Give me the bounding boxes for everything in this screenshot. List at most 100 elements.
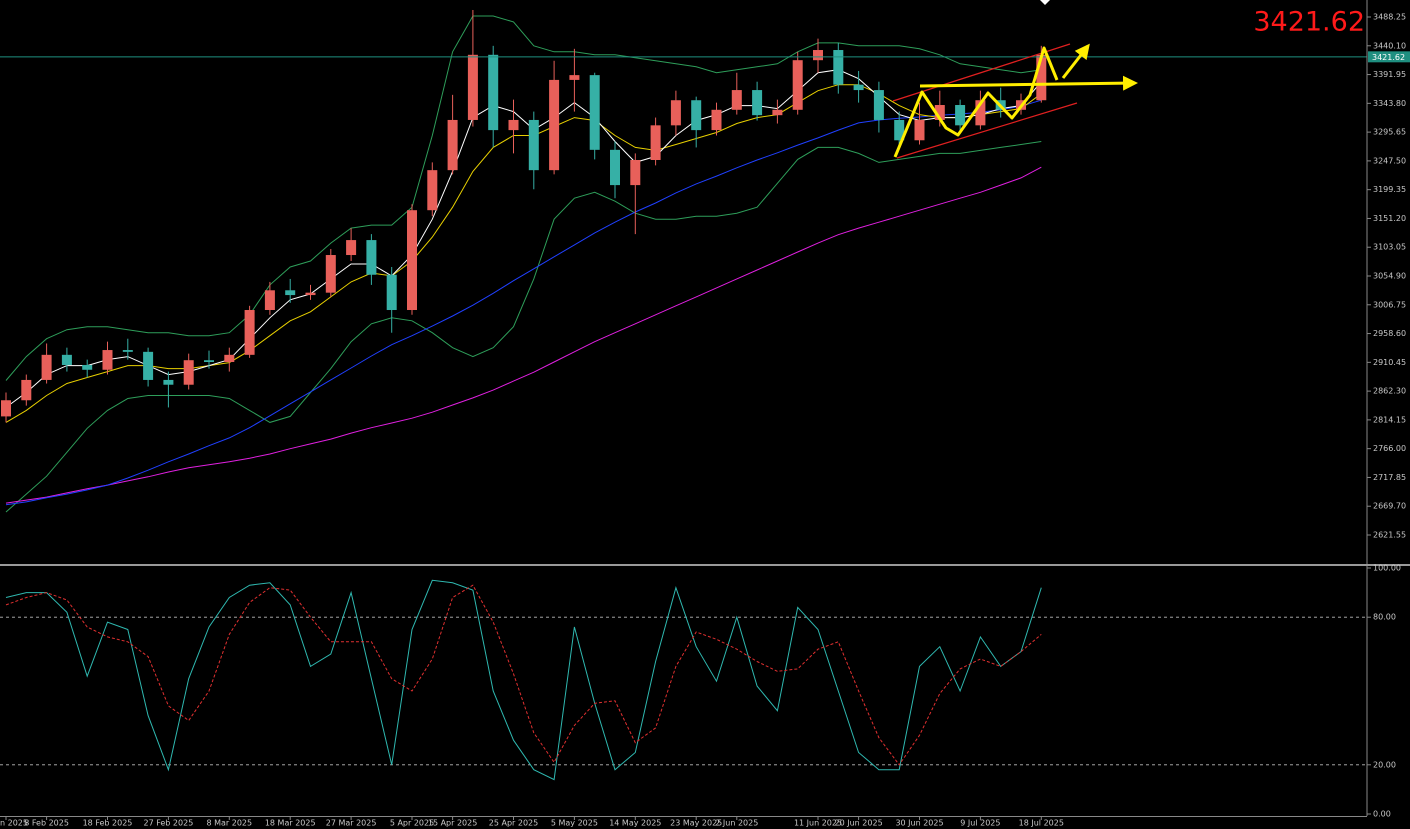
y-tick-label: 80.00: [1373, 613, 1396, 622]
candle-body: [325, 255, 336, 293]
candle-body: [143, 351, 154, 380]
y-tick-label: 100.00: [1373, 564, 1401, 573]
x-tick-label: 8 Mar 2025: [206, 819, 252, 828]
candle-body: [914, 119, 925, 141]
y-tick-label: 20.00: [1373, 760, 1396, 769]
y-tick-label: 3151.20: [1373, 214, 1406, 223]
x-tick-label: 25 Apr 2025: [489, 819, 538, 828]
x-tick-label: 15 Apr 2025: [428, 819, 477, 828]
x-tick-label: 2 Jun 2025: [715, 819, 758, 828]
y-tick-label: 2669.70: [1373, 502, 1406, 511]
candle-body: [630, 159, 641, 186]
y-tick-label: 2958.60: [1373, 329, 1406, 338]
candle-body: [589, 75, 600, 150]
x-tick-label: 23 May 2025: [670, 819, 722, 828]
candle-body: [305, 292, 316, 296]
candle-body: [61, 354, 72, 365]
last-price-box: [1368, 51, 1410, 63]
candle-body: [82, 364, 93, 370]
y-tick-label: 2717.85: [1373, 473, 1406, 482]
x-tick-label: 9 Jul 2025: [960, 819, 1000, 828]
candle-body: [1036, 54, 1047, 101]
y-tick-label: 3054.90: [1373, 272, 1406, 281]
y-tick-label: 3295.65: [1373, 128, 1406, 137]
candle-body: [21, 379, 32, 401]
candle-body: [508, 119, 519, 131]
y-tick-label: 2766.00: [1373, 444, 1406, 453]
x-tick-label: 20 Jun 2025: [835, 819, 883, 828]
candle-body: [569, 75, 580, 80]
candle-body: [41, 354, 52, 380]
indicator-line: [5, 69, 1042, 408]
x-tick-label: 5 May 2025: [551, 819, 598, 828]
candle-body: [731, 90, 742, 110]
y-tick-label: 3247.50: [1373, 156, 1406, 165]
candle-body: [346, 240, 357, 256]
x-tick-label: 18 Jul 2025: [1019, 819, 1064, 828]
candle-body: [833, 50, 844, 85]
candle-body: [244, 310, 255, 355]
candle-body: [183, 360, 194, 385]
candle-body: [224, 354, 235, 363]
indicator-line: [5, 166, 1042, 504]
indicator-line: [5, 579, 1042, 781]
y-tick-label: 3391.95: [1373, 70, 1406, 79]
candle-body: [102, 350, 113, 370]
marker-diamond: [1040, 0, 1050, 5]
candle-body: [528, 119, 539, 171]
candle-body: [670, 100, 681, 126]
x-tick-label: 27 Mar 2025: [326, 819, 377, 828]
candle-body: [610, 149, 620, 186]
candle-body: [853, 84, 864, 91]
indicator-line: [5, 99, 1042, 506]
y-tick-label: 2862.30: [1373, 387, 1406, 396]
y-tick-label: 2910.45: [1373, 358, 1406, 367]
candle-body: [934, 105, 945, 120]
candle-body: [894, 119, 905, 141]
candle-body: [772, 109, 783, 116]
candle-body: [264, 290, 275, 311]
candle-body: [407, 210, 417, 311]
candle-body: [427, 170, 438, 211]
x-tick-label: 11 Jun 2025: [794, 819, 842, 828]
channel-lower: [896, 102, 1078, 159]
indicator-line: [5, 84, 1042, 423]
candle-body: [792, 60, 803, 110]
y-tick-label: 3440.10: [1373, 41, 1406, 50]
x-tick-label: n 2025: [0, 819, 28, 828]
annotations: [892, 0, 1138, 159]
candle-body: [366, 240, 377, 275]
x-tick-label: 8 Feb 2025: [24, 819, 69, 828]
candle-body: [650, 125, 661, 160]
candle-body: [711, 109, 722, 131]
x-tick-label: 27 Feb 2025: [144, 819, 194, 828]
last-price-axis-label: 3421.62: [1372, 53, 1405, 62]
candle-body: [691, 100, 702, 131]
plot-layers: [0, 9, 1367, 781]
zigzag-path: [893, 46, 1059, 158]
indicator-line: [5, 15, 1042, 381]
candle-body: [285, 290, 296, 296]
candle-body: [122, 350, 133, 352]
candle-body: [813, 50, 823, 61]
x-tick-label: 5 Apr 2025: [390, 819, 434, 828]
y-tick-label: 2814.15: [1373, 415, 1406, 424]
candle-body: [873, 90, 884, 120]
y-tick-label: 3343.80: [1373, 99, 1406, 108]
x-tick-label: 14 May 2025: [609, 819, 661, 828]
y-tick-label: 0.00: [1373, 810, 1391, 819]
candle-body: [975, 100, 986, 126]
candle-body: [447, 119, 458, 171]
y-tick-label: 3006.75: [1373, 300, 1406, 309]
y-tick-label: 2621.55: [1373, 530, 1406, 539]
candle-body: [204, 360, 214, 363]
indicator-line: [5, 141, 1042, 513]
indicator-line: [5, 584, 1042, 766]
y-tick-label: 3199.35: [1373, 185, 1406, 194]
candle-body: [955, 105, 966, 126]
candle-body: [163, 379, 174, 385]
candle-body: [549, 79, 560, 171]
x-tick-label: 30 Jun 2025: [895, 819, 943, 828]
